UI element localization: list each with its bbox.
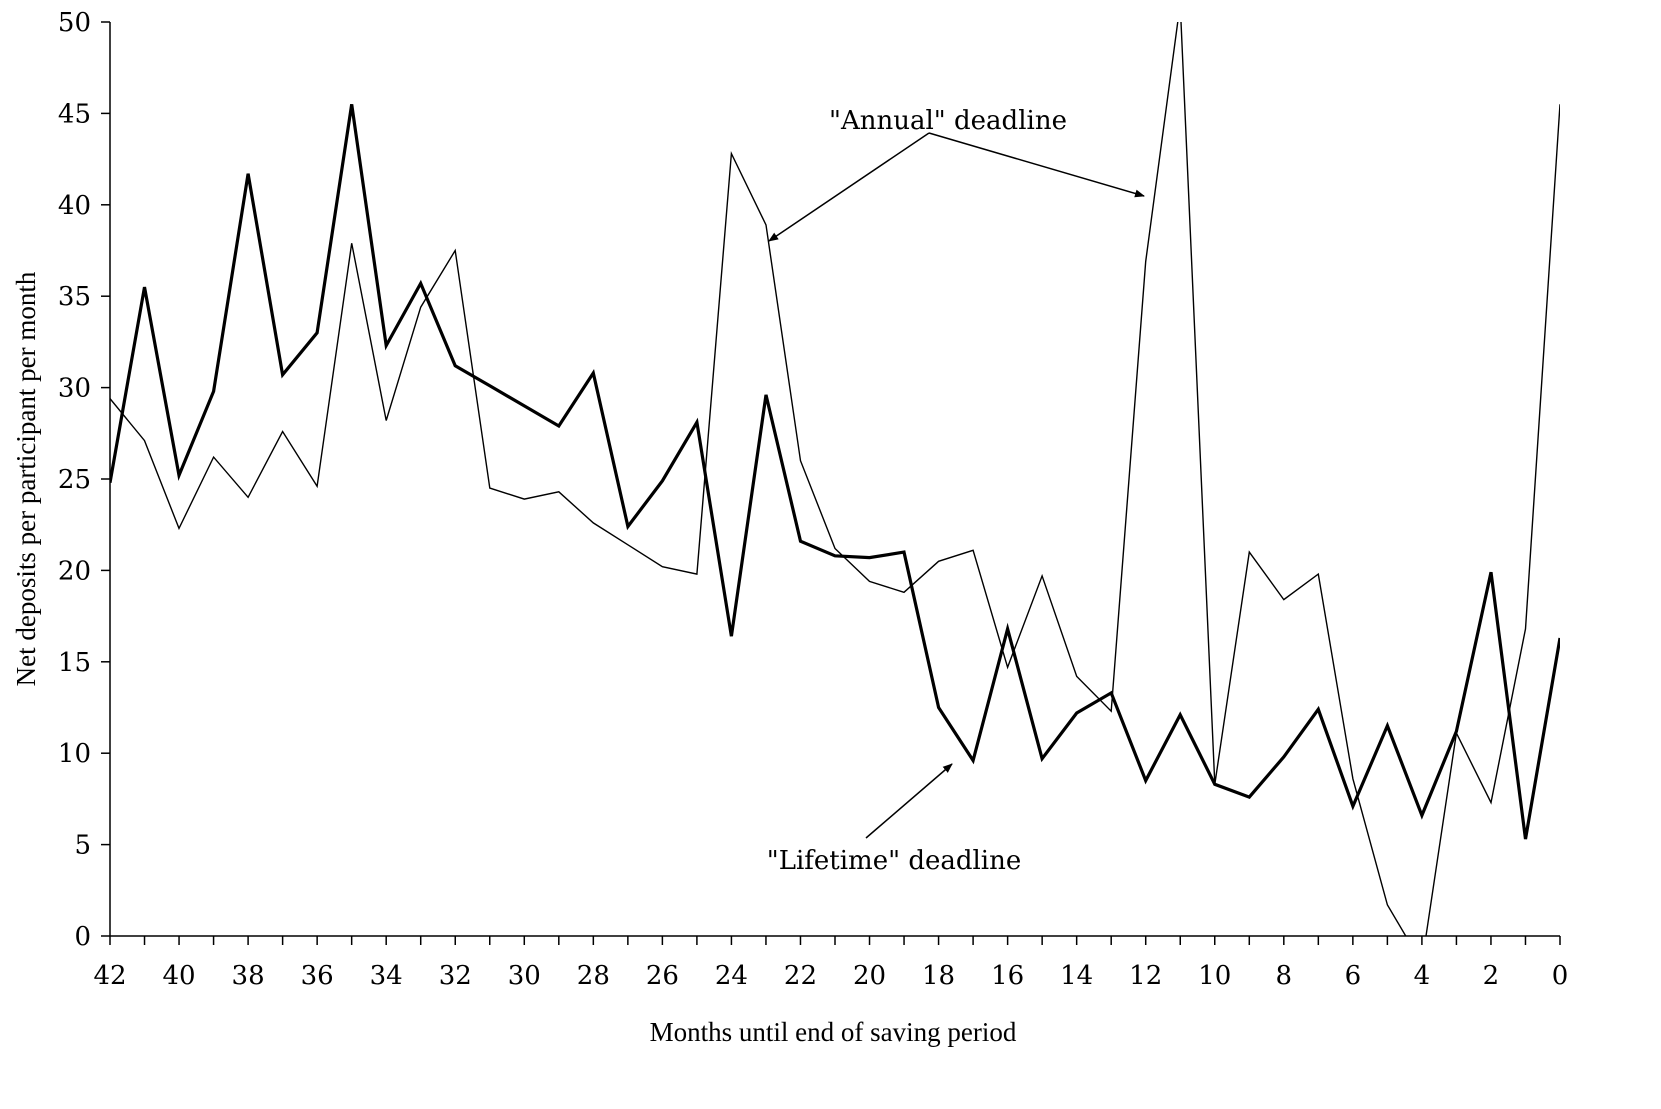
y-tick-label: 10 <box>58 739 91 769</box>
x-tick-label: 30 <box>508 961 541 991</box>
annual-arrow-left <box>768 132 930 242</box>
x-tick-label: 24 <box>715 961 748 991</box>
x-tick-label: 32 <box>439 961 472 991</box>
x-tick-label: 4 <box>1414 961 1431 991</box>
x-tick-label: 8 <box>1276 961 1293 991</box>
y-tick-label: 35 <box>58 282 91 312</box>
x-tick-label: 6 <box>1345 961 1362 991</box>
y-tick-label: 45 <box>58 99 91 129</box>
lifetime-arrow <box>865 763 953 839</box>
lifetime-deadline-label: "Lifetime" deadline <box>767 846 1022 876</box>
x-tick-label: 2 <box>1483 961 1500 991</box>
x-tick-label: 22 <box>784 961 817 991</box>
y-tick-label: 15 <box>58 648 91 678</box>
x-tick-label: 34 <box>370 961 403 991</box>
annual-annotation: "Annual" deadline <box>768 106 1145 242</box>
x-tick-label: 38 <box>232 961 265 991</box>
series-layer <box>110 22 1560 936</box>
y-tick-label: 5 <box>74 831 91 861</box>
annual-arrow-right <box>928 132 1145 198</box>
y-axis-title: Net deposits per participant per month <box>11 271 41 686</box>
y-tick-label: 20 <box>58 556 91 586</box>
x-tick-label: 40 <box>163 961 196 991</box>
y-tick-label: 25 <box>58 465 91 495</box>
annual-series-line <box>110 22 1560 936</box>
x-tick-label: 12 <box>1129 961 1162 991</box>
x-tick-label: 0 <box>1552 961 1569 991</box>
annual-deadline-label: "Annual" deadline <box>829 106 1067 136</box>
x-axis: 42 40 38 36 34 32 30 28 26 24 22 20 18 16 14 12 10 8 6 4 2 0 <box>93 935 1569 991</box>
lifetime-series-line <box>110 104 1560 840</box>
x-tick-label: 18 <box>922 961 955 991</box>
y-axis: 0 5 10 15 20 25 30 35 40 45 50 <box>58 8 111 952</box>
x-axis-title: Months until end of saving period <box>650 1017 1017 1047</box>
x-tick-label: 20 <box>853 961 886 991</box>
y-tick-label: 50 <box>58 8 91 38</box>
x-tick-label: 16 <box>991 961 1024 991</box>
x-tick-label: 10 <box>1198 961 1231 991</box>
x-tick-label: 28 <box>577 961 610 991</box>
x-tick-label: 42 <box>93 961 126 991</box>
x-tick-label: 26 <box>646 961 679 991</box>
y-tick-label: 0 <box>74 922 91 952</box>
y-tick-label: 40 <box>58 191 91 221</box>
x-tick-label: 36 <box>301 961 334 991</box>
y-tick-label: 30 <box>58 374 91 404</box>
x-tick-label: 14 <box>1060 961 1093 991</box>
lifetime-annotation: "Lifetime" deadline <box>767 763 1022 876</box>
